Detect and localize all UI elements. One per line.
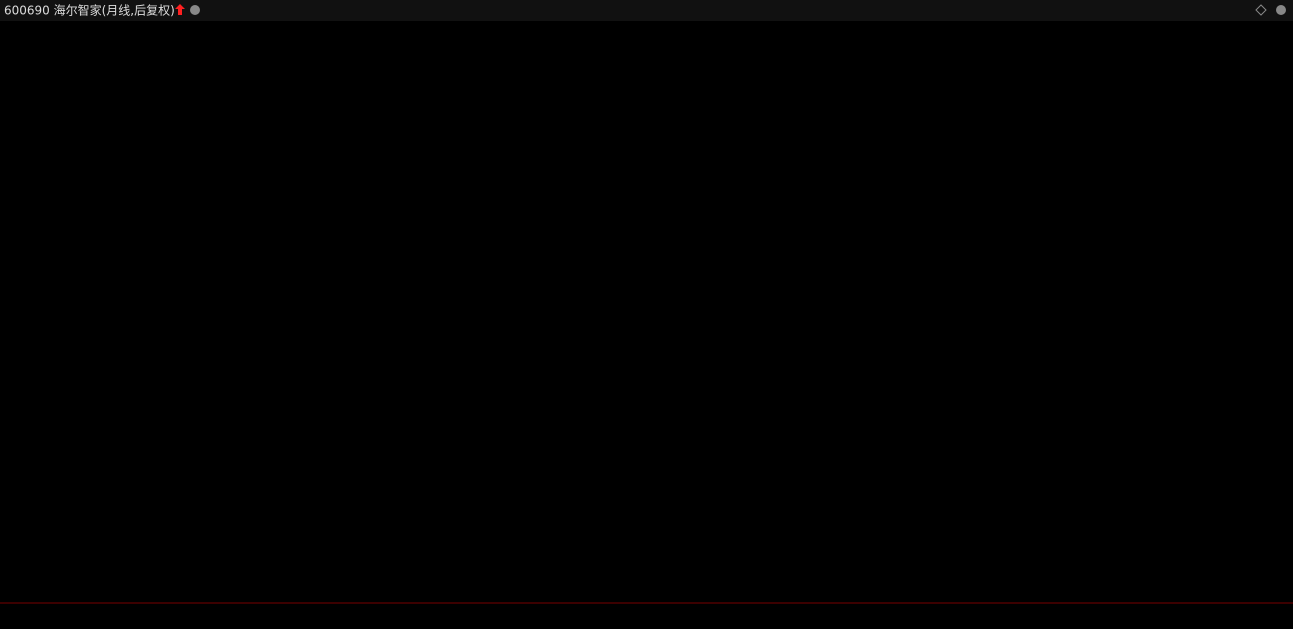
- header-title: 600690 海尔智家(月线,后复权): [4, 3, 175, 18]
- dropdown-icon[interactable]: [190, 5, 200, 15]
- up-icon[interactable]: [175, 4, 185, 15]
- menu-icon[interactable]: [1276, 5, 1286, 15]
- header-bar: [0, 0, 1293, 21]
- diamond-icon[interactable]: [1255, 4, 1267, 16]
